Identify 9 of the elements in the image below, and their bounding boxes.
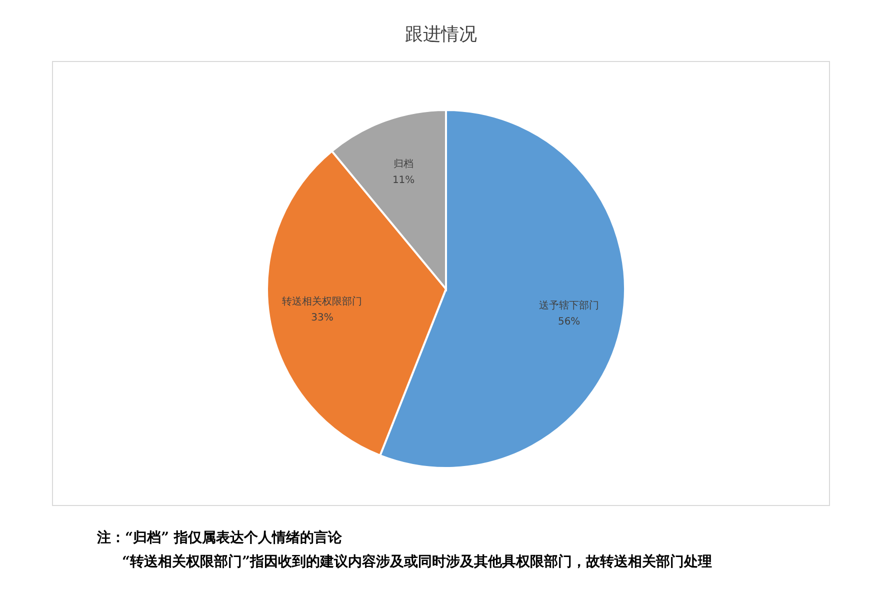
data-label: 56% [558, 316, 580, 328]
data-label: 11% [392, 175, 415, 186]
text: “转送相关权限部门”指因收到的建议内容涉及或同时涉及其他具权限部门，故转送相关部门处理 [122, 553, 712, 571]
slice-label: 送予辖下部门 [539, 299, 600, 312]
chart-title: 跟进情况 [404, 23, 478, 46]
slice-label: 转送相关权限部门 [282, 296, 362, 308]
data-label: 33% [311, 312, 334, 324]
slice-label: 归档 [394, 158, 414, 170]
text: 注：“归档” 指仅属表达个人情绪的言论 [97, 529, 342, 547]
